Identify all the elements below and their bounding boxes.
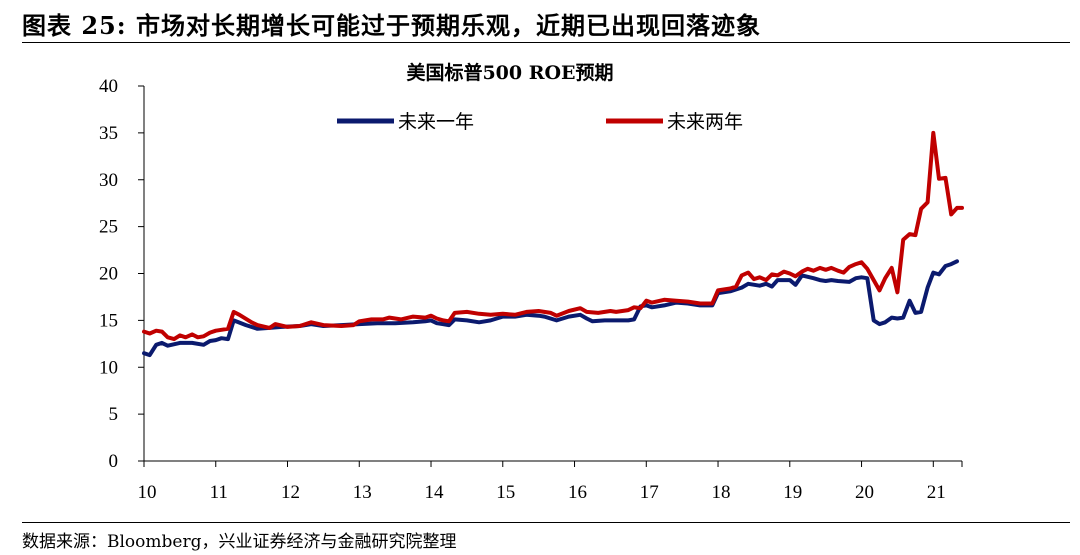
source-note: 数据来源：Bloomberg，兴业证券经济与金融研究院整理 (22, 532, 457, 552)
y-tick-label: 20 (99, 264, 118, 285)
x-tick-label: 21 (927, 482, 946, 503)
x-tick-label: 10 (138, 482, 157, 503)
roe-line-chart: 美国标普500 ROE预期 0 5 10 15 20 25 30 35 40 10 11 12 13 14… (99, 61, 964, 503)
series-line-one-year (142, 259, 959, 358)
figure-title: 图表 25: 市场对长期增长可能过于预期乐观，近期已出现回落迹象 (22, 11, 761, 40)
legend-label-one-year: 未来一年 (398, 111, 474, 133)
x-tick-label: 17 (640, 482, 659, 503)
x-tick-label: 13 (353, 482, 372, 503)
chart-series (142, 130, 964, 358)
y-tick-label: 0 (109, 451, 119, 472)
x-tick-label: 16 (568, 482, 587, 503)
y-tick-label: 10 (99, 357, 118, 378)
y-tick-label: 15 (99, 310, 118, 331)
chart-legend: 未来一年 未来两年 (337, 111, 743, 133)
y-tick-label: 35 (99, 123, 118, 144)
x-tick-label: 18 (712, 482, 731, 503)
legend-label-two-year: 未来两年 (667, 111, 743, 133)
top-rule (22, 42, 1070, 43)
bottom-rule (22, 522, 1070, 523)
chart-title: 美国标普500 ROE预期 (406, 61, 613, 84)
y-tick-label: 30 (99, 170, 118, 191)
x-tick-label: 12 (281, 482, 300, 503)
x-tick-label: 15 (496, 482, 515, 503)
x-tick-label: 20 (855, 482, 874, 503)
x-tick-label: 19 (783, 482, 802, 503)
x-tick-label: 14 (425, 482, 445, 503)
x-tick-label: 11 (210, 482, 228, 503)
chart-axes: 0 5 10 15 20 25 30 35 40 10 11 12 13 14 15 16 17 18 19 20 21 (99, 76, 963, 503)
series-line-two-year (142, 130, 964, 342)
y-tick-label: 25 (99, 217, 118, 238)
y-tick-label: 40 (99, 76, 118, 97)
y-tick-label: 5 (109, 404, 119, 425)
